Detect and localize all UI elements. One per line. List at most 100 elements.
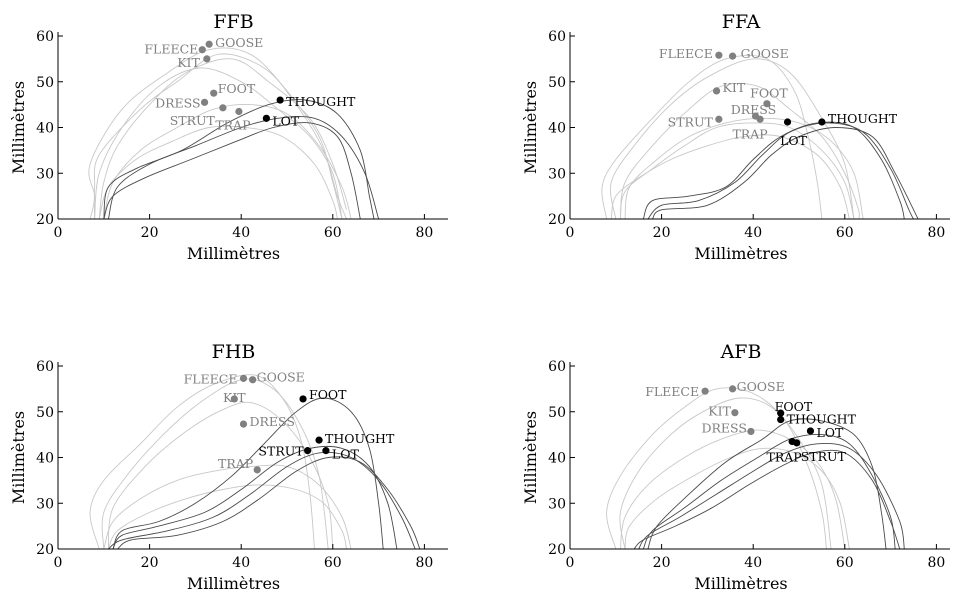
- vowel-point-foot: [210, 89, 218, 97]
- trace-line: [107, 116, 380, 219]
- tongue-traces: [88, 47, 380, 219]
- vowel-label-thought: THOUGHT: [286, 94, 356, 109]
- trace-line: [89, 374, 315, 549]
- vowel-point-strut: [715, 115, 723, 123]
- x-axis-label: Millimètres: [187, 574, 280, 593]
- y-tick-label: 20: [36, 542, 54, 558]
- trace-line: [647, 418, 887, 549]
- trace-line: [610, 134, 850, 219]
- y-tick-label: 40: [548, 451, 566, 467]
- x-tick-label: 20: [141, 555, 159, 571]
- tongue-traces: [601, 55, 919, 219]
- y-tick-label: 30: [548, 496, 566, 512]
- vowel-label-dress: DRESS: [155, 95, 200, 110]
- panel-title: FFB: [213, 11, 253, 33]
- vowel-point-thought: [777, 415, 785, 424]
- vowel-label-strut: STRUT: [170, 113, 216, 128]
- trace-line: [103, 99, 375, 219]
- vowel-point-thought: [315, 436, 323, 444]
- vowel-point-trap: [235, 107, 243, 116]
- trace-line: [624, 117, 864, 219]
- trace-line: [606, 387, 827, 549]
- x-tick-label: 20: [141, 225, 159, 241]
- x-tick-label: 60: [836, 555, 854, 571]
- vowel-point-trap: [756, 115, 764, 123]
- vowel-point-fleece: [198, 46, 206, 54]
- x-tick-label: 60: [836, 225, 854, 241]
- vowel-label-trap: TRAP: [732, 126, 767, 141]
- vowel-point-thought: [276, 96, 284, 104]
- trace-line: [98, 125, 338, 219]
- trace-line: [619, 122, 855, 219]
- vowel-point-lot: [322, 447, 330, 455]
- vowel-label-strut: STRUT: [668, 114, 714, 129]
- vowel-label-fleece: FLEECE: [184, 371, 238, 386]
- vowel-label-goose: GOOSE: [215, 35, 263, 50]
- x-tick-label: 0: [54, 555, 63, 571]
- vowel-label-goose: GOOSE: [257, 370, 305, 385]
- vowel-label-trap: TRAP: [215, 117, 250, 132]
- y-tick-label: 20: [548, 212, 566, 228]
- vowel-point-kit: [230, 395, 238, 403]
- vowel-label-goose: GOOSE: [737, 379, 785, 394]
- trace-line: [108, 451, 416, 549]
- trace-line: [103, 122, 361, 219]
- trace-line: [619, 397, 832, 549]
- vowel-point-goose: [205, 40, 213, 48]
- vowel-point-goose: [728, 52, 737, 60]
- vowel-label-goose: GOOSE: [741, 46, 789, 61]
- x-tick-label: 40: [744, 225, 762, 241]
- vowel-point-dress: [239, 420, 248, 428]
- vowel-label-kit: KIT: [223, 390, 246, 405]
- vowel-point-dress: [200, 98, 209, 106]
- x-tick-label: 20: [653, 225, 671, 241]
- panel-fhb: 0 20 40 60 802030405060FHBMillimètresMillimè…: [9, 341, 448, 593]
- x-axis-label: Millimètres: [187, 244, 280, 263]
- vowel-label-lot: LOT: [272, 113, 300, 128]
- x-tick-label: 60: [324, 555, 342, 571]
- vowel-point-kit: [731, 409, 739, 417]
- vowel-label-fleece: FLEECE: [144, 42, 198, 57]
- vowel-point-fleece: [239, 374, 248, 382]
- y-axis-label: Millimètres: [521, 81, 540, 174]
- y-axis-label: Millimètres: [9, 81, 28, 174]
- x-tick-label: 20: [653, 555, 671, 571]
- vowel-point-kit: [203, 55, 211, 63]
- panel-title: FFA: [722, 11, 761, 33]
- vowel-label-fleece: FLEECE: [645, 384, 699, 399]
- vowel-point-foot: [299, 395, 307, 403]
- x-tick-label: 80: [927, 225, 945, 241]
- vowel-point-dress: [747, 427, 755, 436]
- y-tick-label: 50: [36, 405, 54, 421]
- vowel-label-thought: THOUGHT: [787, 412, 857, 427]
- x-tick-label: 40: [232, 225, 250, 241]
- trace-line: [107, 401, 334, 549]
- vowel-point-foot: [777, 409, 785, 417]
- y-tick-label: 60: [36, 29, 54, 45]
- trace-line: [94, 67, 343, 219]
- y-tick-label: 50: [36, 75, 54, 91]
- x-axis-label: Millimètres: [694, 244, 787, 263]
- vowel-point-goose: [728, 385, 737, 393]
- y-tick-label: 60: [548, 359, 566, 375]
- vowel-label-foot: FOOT: [309, 387, 347, 402]
- vowel-point-lot: [806, 427, 815, 435]
- y-tick-label: 50: [548, 405, 566, 421]
- vowel-label-foot: FOOT: [750, 86, 788, 101]
- trace-line: [624, 447, 850, 549]
- vowel-label-thought: THOUGHT: [325, 431, 395, 446]
- vowel-label-kit: KIT: [723, 80, 746, 95]
- vowel-point-strut: [219, 104, 227, 112]
- vowel-label-kit: KIT: [708, 404, 731, 419]
- vowel-label-lot: LOT: [332, 447, 360, 462]
- vowel-label-thought: THOUGHT: [828, 111, 898, 126]
- trace-line: [652, 127, 919, 219]
- vowel-label-fleece: FLEECE: [659, 46, 713, 61]
- y-tick-label: 30: [548, 166, 566, 182]
- y-tick-label: 60: [36, 359, 54, 375]
- tongue-traces: [89, 374, 421, 549]
- x-tick-label: 80: [927, 555, 945, 571]
- panel-title: FHB: [212, 341, 256, 363]
- vowel-point-trap: [253, 466, 261, 474]
